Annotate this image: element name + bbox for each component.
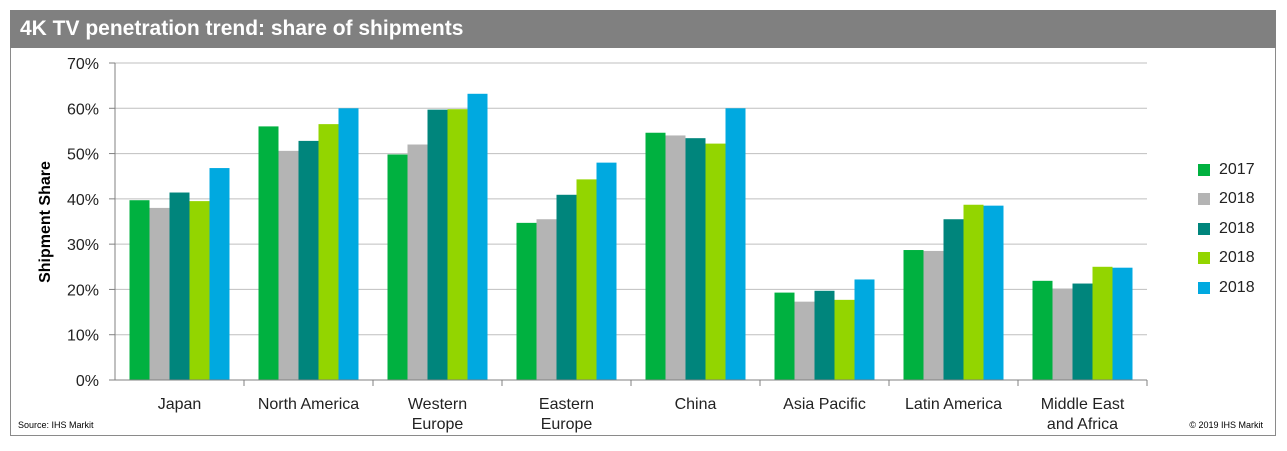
bar bbox=[338, 108, 359, 381]
bar bbox=[685, 138, 706, 380]
bar bbox=[903, 250, 924, 380]
bar bbox=[129, 200, 150, 380]
y-tick-label: 60% bbox=[67, 101, 99, 118]
x-tick-label: China bbox=[675, 396, 717, 413]
bar bbox=[576, 179, 597, 380]
bar bbox=[1092, 266, 1113, 380]
bar bbox=[536, 219, 557, 380]
bar bbox=[794, 301, 815, 380]
legend-swatch bbox=[1198, 163, 1210, 176]
source-note: Source: IHS Markit bbox=[18, 420, 94, 430]
bar bbox=[278, 150, 299, 380]
x-tick-label: Middle East and Africa bbox=[1041, 396, 1125, 433]
bar bbox=[169, 192, 190, 380]
bar bbox=[407, 144, 428, 380]
legend-item: 2018 bbox=[1198, 214, 1255, 244]
axes: 0% 10% 20% 30% 40% 50% 60% 70% Japan North Americ… bbox=[67, 56, 1148, 433]
legend-label: 2018 bbox=[1219, 219, 1255, 237]
x-tick-label: Latin America bbox=[905, 396, 1002, 413]
legend-item: 2017 bbox=[1198, 155, 1255, 185]
bar bbox=[645, 132, 666, 380]
legend-swatch bbox=[1198, 193, 1210, 206]
bar bbox=[705, 143, 726, 380]
bar bbox=[516, 222, 537, 380]
bar bbox=[258, 126, 279, 381]
bar bbox=[596, 162, 617, 380]
x-tick-label: North America bbox=[258, 396, 359, 413]
y-tick-label: 0% bbox=[76, 373, 99, 390]
bar bbox=[854, 279, 875, 380]
copyright-note: © 2019 IHS Markit bbox=[1189, 420, 1263, 430]
legend-item: 2018 bbox=[1198, 273, 1255, 303]
legend: 2017 2018 2018 2018 2018 bbox=[1198, 155, 1255, 303]
bar bbox=[556, 194, 577, 380]
title-bar: 4K TV penetration trend: share of shipme… bbox=[10, 10, 1276, 48]
bar bbox=[1052, 288, 1073, 380]
bar bbox=[298, 140, 319, 380]
y-tick-label: 40% bbox=[67, 192, 99, 209]
bar bbox=[1032, 280, 1053, 380]
y-tick-label: 30% bbox=[67, 237, 99, 254]
bar bbox=[209, 168, 230, 380]
bar bbox=[1072, 283, 1093, 380]
bar bbox=[983, 205, 1004, 380]
bar bbox=[963, 204, 984, 380]
bar bbox=[1112, 267, 1133, 380]
legend-label: 2018 bbox=[1219, 278, 1255, 296]
bar bbox=[447, 109, 468, 380]
bar bbox=[943, 219, 964, 380]
x-tick-label: Japan bbox=[158, 396, 202, 413]
y-tick-label: 50% bbox=[67, 147, 99, 164]
bar bbox=[923, 250, 944, 380]
bar bbox=[725, 108, 746, 381]
legend-label: 2018 bbox=[1219, 190, 1255, 208]
bar bbox=[665, 135, 686, 380]
y-tick-label: 10% bbox=[67, 328, 99, 345]
bar bbox=[149, 207, 170, 380]
bar bbox=[814, 290, 835, 380]
legend-item: 2018 bbox=[1198, 185, 1255, 215]
bar bbox=[427, 109, 448, 380]
legend-swatch bbox=[1198, 222, 1210, 235]
bars bbox=[129, 93, 1133, 381]
bar bbox=[834, 299, 855, 380]
x-tick-label: Asia Pacific bbox=[783, 396, 866, 413]
legend-swatch bbox=[1198, 281, 1210, 294]
bar bbox=[774, 292, 795, 380]
legend-label: 2017 bbox=[1219, 160, 1255, 178]
bar bbox=[318, 124, 339, 380]
chart-title: 4K TV penetration trend: share of shipme… bbox=[20, 17, 464, 40]
bar bbox=[189, 201, 210, 380]
x-tick-label: Eastern Europe bbox=[539, 396, 594, 433]
y-tick-label: 70% bbox=[67, 56, 99, 73]
x-tick-label: Western Europe bbox=[408, 396, 467, 433]
y-axis-label: Shipment Share bbox=[37, 161, 54, 283]
legend-swatch bbox=[1198, 252, 1210, 265]
legend-label: 2018 bbox=[1219, 249, 1255, 267]
bar bbox=[387, 154, 408, 380]
y-tick-label: 20% bbox=[67, 282, 99, 299]
bar bbox=[467, 93, 488, 381]
legend-item: 2018 bbox=[1198, 244, 1255, 274]
